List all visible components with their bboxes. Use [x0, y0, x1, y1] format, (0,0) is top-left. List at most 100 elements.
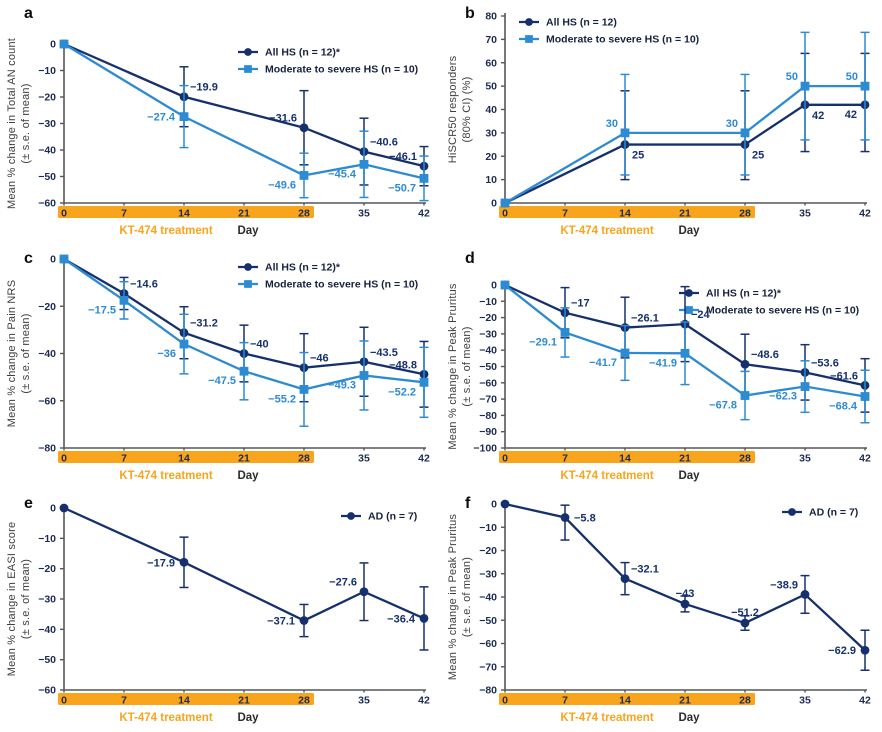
- legend-label: All HS (n = 12)*: [706, 288, 782, 300]
- x-tick-label: 14: [619, 208, 631, 220]
- data-point-label: 42: [812, 110, 824, 122]
- x-tick-label: 0: [502, 695, 508, 707]
- data-point-marker: [620, 348, 630, 358]
- x-axis-label: Day: [237, 225, 259, 237]
- x-tick-label: 21: [238, 208, 250, 220]
- data-point-marker: [620, 574, 630, 584]
- data-point-label: −43.5: [370, 347, 398, 359]
- data-point-marker: [680, 348, 690, 358]
- chart-b: 0 10 20 30 40 50 60 70 80 0 7 14 21 28 35 42 KT-474 trea…: [447, 11, 871, 238]
- panel-b: b 0 10 20 30 40 50 60 70 80 0 7 14 21 28 35 42 KT-474 tr…: [441, 0, 882, 245]
- y-tick-label: −60: [38, 198, 56, 210]
- data-point-label: 30: [726, 118, 738, 130]
- data-point-label: −52.2: [388, 386, 416, 398]
- y-tick-label: 0: [50, 503, 56, 515]
- data-point-marker: [500, 198, 510, 208]
- y-tick-label: 40: [485, 104, 497, 116]
- panel-letter-c: c: [24, 250, 33, 267]
- data-point-marker: [179, 339, 189, 349]
- series-light_blue: −17.5 −36 −47.5 −55.2 −49.3 −52.2: [59, 254, 429, 428]
- series-line: [63, 506, 425, 622]
- y-tick-label: 0: [491, 280, 497, 292]
- legend-marker: [244, 65, 252, 73]
- data-point-marker: [740, 391, 750, 400]
- y-tick-label: −40: [479, 592, 497, 604]
- x-axis-label: Day: [678, 225, 700, 237]
- data-point-label: −14.6: [130, 278, 158, 290]
- legend-marker: [244, 280, 252, 288]
- data-point-label: −36.4: [387, 613, 416, 625]
- data-point-label: −43: [676, 588, 695, 600]
- data-point-label: −46: [310, 353, 329, 365]
- x-tick-label: 14: [178, 453, 190, 465]
- x-tick-label: 42: [418, 695, 430, 707]
- x-tick-label: 35: [799, 695, 811, 707]
- y-tick-label: 70: [485, 34, 497, 46]
- data-point-label: −40.6: [370, 137, 398, 149]
- treatment-bar: [58, 206, 314, 218]
- y-tick-label: 10: [485, 174, 497, 186]
- data-point-marker: [620, 128, 630, 138]
- series-navy: −17.9 −37.1 −27.6 −36.4: [59, 503, 429, 651]
- data-point-marker: [740, 618, 750, 628]
- y-tick-label: −20: [479, 312, 497, 324]
- data-point-marker: [419, 173, 429, 183]
- y-tick-label: 30: [485, 127, 497, 139]
- legend-marker: [788, 508, 796, 516]
- x-tick-label: 42: [418, 453, 430, 465]
- y-tick-label: −100: [473, 443, 497, 455]
- x-tick-label: 35: [358, 208, 370, 220]
- y-tick-label: 80: [485, 11, 497, 23]
- data-point-label: −31.6: [269, 113, 297, 125]
- data-point-label: −48.8: [389, 359, 417, 371]
- x-tick-label: 14: [178, 695, 190, 707]
- data-point-marker: [500, 499, 510, 509]
- data-point-label: −17.5: [88, 304, 116, 316]
- data-point-label: −17: [571, 298, 590, 310]
- legend-label: Moderate to severe HS (n = 10): [546, 34, 699, 46]
- data-point-label: −36: [157, 348, 176, 360]
- x-tick-label: 28: [298, 453, 310, 465]
- y-axis-title-line1: Mean % change in Pain NRS: [6, 280, 18, 427]
- data-point-label: −41.9: [649, 357, 677, 369]
- treatment-label: KT-474 treatment: [119, 712, 212, 724]
- y-tick-label: −10: [479, 296, 497, 308]
- data-point-label: −68.4: [829, 400, 858, 412]
- x-tick-label: 21: [679, 453, 691, 465]
- x-tick-label: 7: [121, 453, 127, 465]
- x-tick-label: 21: [238, 695, 250, 707]
- legend-marker: [685, 306, 693, 314]
- data-point-marker: [800, 382, 810, 391]
- x-tick-label: 0: [61, 453, 67, 465]
- series-navy: −5.8 −32.1 −43 −51.2 −38.9 −62.9: [500, 499, 870, 671]
- data-point-label: 50: [786, 71, 798, 83]
- data-point-marker: [860, 81, 870, 91]
- panel-a: a −60 −50 −40 −30 −20 −10 0 0 7 14 21 28 35 42 KT-474 …: [0, 0, 441, 245]
- legend-marker: [525, 35, 533, 43]
- y-axis-title-line2: (± s.e. of mean): [461, 326, 473, 406]
- data-point-marker: [560, 513, 570, 522]
- legend: All HS (n = 12) Moderate to severe HS (n …: [519, 17, 699, 46]
- y-tick-label: −60: [479, 638, 497, 650]
- data-point-label: 42: [845, 109, 857, 121]
- data-point-marker: [119, 295, 129, 305]
- data-point-marker: [680, 599, 690, 609]
- y-axis-title-line1: Mean % change in Peak Pruritus: [447, 514, 459, 680]
- x-tick-label: 21: [238, 453, 250, 465]
- y-tick-label: −40: [38, 624, 56, 636]
- treatment-label: KT-474 treatment: [560, 225, 653, 237]
- y-tick-label: −60: [479, 377, 497, 389]
- x-tick-label: 14: [178, 208, 190, 220]
- y-axis-title-line1: Mean % change in EASI score: [6, 522, 18, 677]
- data-point-marker: [299, 616, 309, 625]
- data-point-label: −27.6: [329, 577, 357, 589]
- data-point-marker: [800, 81, 810, 91]
- legend-marker: [347, 512, 355, 520]
- data-point-marker: [59, 254, 69, 264]
- x-tick-label: 42: [859, 208, 871, 220]
- x-tick-label: 7: [121, 695, 127, 707]
- legend-marker: [525, 18, 533, 26]
- data-point-marker: [419, 614, 429, 623]
